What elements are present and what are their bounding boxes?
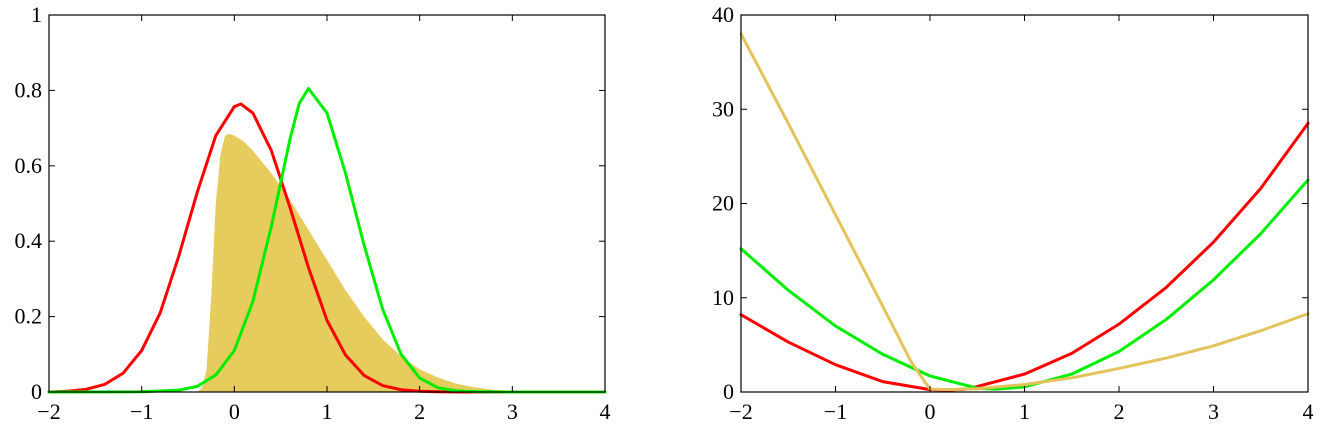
right-x-tick-label: −1 [824, 399, 847, 424]
left-y-tick-label: 0.8 [15, 77, 43, 102]
right-series-line-3 [739, 32, 1310, 392]
left-series-line-2 [47, 87, 607, 394]
left-x-tick-label: 2 [414, 399, 425, 424]
right-x-tick-label: 2 [1114, 399, 1125, 424]
right-x-tick-label: 1 [1019, 399, 1030, 424]
left-x-tick-label: −1 [130, 399, 153, 424]
right-y-tick-label: 30 [712, 96, 734, 121]
right-series-line-2 [739, 178, 1310, 391]
left-chart-panel: −2 −1 0 1 2 3 4 0 0.2 0.4 0.6 0.8 1 [15, 2, 611, 424]
right-x-tick-label: −2 [729, 399, 752, 424]
right-y-tick-label: 20 [712, 191, 734, 216]
right-x-tick-label: 0 [925, 399, 936, 424]
left-x-tick-label: 3 [507, 399, 518, 424]
left-x-tick-label: 1 [322, 399, 333, 424]
right-y-tick-label: 40 [712, 2, 734, 27]
right-axes-frame [740, 14, 1309, 393]
left-filled-distribution-area [49, 133, 605, 392]
left-x-tick-label: −2 [37, 399, 60, 424]
left-y-tick-label: 0.6 [15, 153, 43, 178]
right-y-tick-label: 10 [712, 285, 734, 310]
left-y-tick-label: 0.4 [15, 228, 43, 253]
right-y-tick-label: 0 [723, 379, 734, 404]
left-y-tick-label: 1 [31, 2, 42, 27]
right-x-tick-label: 3 [1208, 399, 1219, 424]
left-y-tick-label: 0 [31, 379, 42, 404]
left-x-tick-label: 4 [600, 399, 611, 424]
right-series-line-1 [739, 121, 1310, 392]
right-x-tick-label: 4 [1303, 399, 1314, 424]
left-y-tick-label: 0.2 [15, 304, 43, 329]
left-x-tick-label: 0 [229, 399, 240, 424]
